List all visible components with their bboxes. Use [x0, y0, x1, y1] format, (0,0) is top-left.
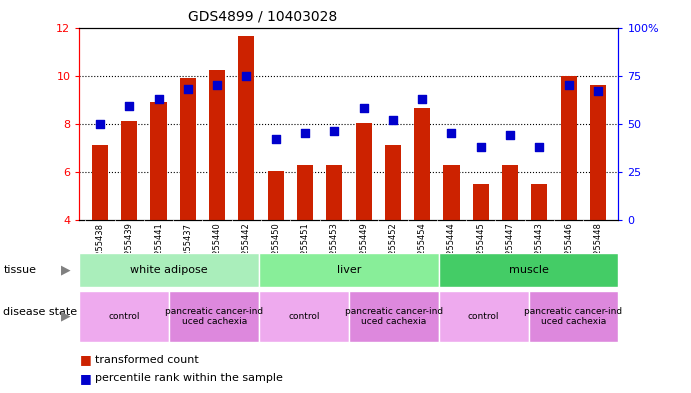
- Text: control: control: [468, 312, 500, 321]
- Point: [592, 88, 603, 94]
- Bar: [79, 291, 169, 342]
- Text: GSM1255437: GSM1255437: [183, 222, 192, 279]
- Text: GSM1255443: GSM1255443: [535, 222, 544, 278]
- Bar: [590, 85, 606, 220]
- Point: [329, 129, 340, 135]
- Text: GSM1255441: GSM1255441: [154, 222, 163, 278]
- Text: tissue: tissue: [3, 265, 37, 275]
- Text: white adipose: white adipose: [131, 265, 208, 275]
- Point: [475, 144, 486, 150]
- Bar: [444, 165, 460, 220]
- Bar: [385, 145, 401, 220]
- Text: muscle: muscle: [509, 265, 549, 275]
- Text: GSM1255446: GSM1255446: [564, 222, 573, 278]
- Text: GSM1255451: GSM1255451: [301, 222, 310, 278]
- Bar: [439, 253, 618, 287]
- Text: ■: ■: [79, 371, 91, 385]
- Point: [182, 86, 193, 92]
- Point: [358, 105, 369, 112]
- Bar: [267, 171, 284, 220]
- Bar: [356, 123, 372, 220]
- Text: GSM1255444: GSM1255444: [447, 222, 456, 278]
- Point: [299, 130, 310, 136]
- Text: GSM1255452: GSM1255452: [388, 222, 397, 278]
- Bar: [238, 36, 254, 220]
- Bar: [259, 253, 439, 287]
- Bar: [414, 108, 430, 220]
- Text: ▶: ▶: [61, 264, 70, 277]
- Bar: [349, 291, 439, 342]
- Bar: [473, 184, 489, 220]
- Bar: [439, 291, 529, 342]
- Bar: [121, 121, 138, 220]
- Bar: [560, 75, 577, 220]
- Text: percentile rank within the sample: percentile rank within the sample: [95, 373, 283, 383]
- Point: [417, 95, 428, 102]
- Text: ▶: ▶: [61, 310, 70, 323]
- Text: GSM1255447: GSM1255447: [506, 222, 515, 278]
- Text: GSM1255449: GSM1255449: [359, 222, 368, 278]
- Text: GSM1255450: GSM1255450: [272, 222, 281, 278]
- Bar: [531, 184, 547, 220]
- Bar: [92, 145, 108, 220]
- Text: control: control: [108, 312, 140, 321]
- Bar: [151, 102, 167, 220]
- Bar: [209, 70, 225, 220]
- Bar: [79, 253, 259, 287]
- Text: GSM1255448: GSM1255448: [594, 222, 603, 278]
- Point: [446, 130, 457, 136]
- Text: GDS4899 / 10403028: GDS4899 / 10403028: [188, 10, 337, 24]
- Text: pancreatic cancer-ind
uced cachexia: pancreatic cancer-ind uced cachexia: [165, 307, 263, 326]
- Text: GSM1255439: GSM1255439: [125, 222, 134, 278]
- Point: [211, 82, 223, 88]
- Text: GSM1255454: GSM1255454: [417, 222, 426, 278]
- Text: GSM1255453: GSM1255453: [330, 222, 339, 278]
- Bar: [180, 78, 196, 220]
- Text: GSM1255440: GSM1255440: [213, 222, 222, 278]
- Text: disease state: disease state: [3, 307, 77, 318]
- Text: pancreatic cancer-ind
uced cachexia: pancreatic cancer-ind uced cachexia: [524, 307, 623, 326]
- Text: GSM1255442: GSM1255442: [242, 222, 251, 278]
- Text: liver: liver: [337, 265, 361, 275]
- Bar: [502, 165, 518, 220]
- Text: GSM1255438: GSM1255438: [95, 222, 104, 279]
- Bar: [297, 165, 313, 220]
- Point: [153, 95, 164, 102]
- Point: [124, 103, 135, 110]
- Text: transformed count: transformed count: [95, 354, 199, 365]
- Point: [388, 117, 399, 123]
- Text: GSM1255445: GSM1255445: [476, 222, 485, 278]
- Bar: [169, 291, 259, 342]
- Point: [534, 144, 545, 150]
- Text: ■: ■: [79, 353, 91, 366]
- Point: [241, 72, 252, 79]
- Point: [270, 136, 281, 142]
- Point: [563, 82, 574, 88]
- Bar: [529, 291, 618, 342]
- Bar: [326, 165, 342, 220]
- Point: [504, 132, 515, 138]
- Bar: [259, 291, 349, 342]
- Point: [95, 121, 106, 127]
- Text: pancreatic cancer-ind
uced cachexia: pancreatic cancer-ind uced cachexia: [345, 307, 443, 326]
- Text: control: control: [288, 312, 320, 321]
